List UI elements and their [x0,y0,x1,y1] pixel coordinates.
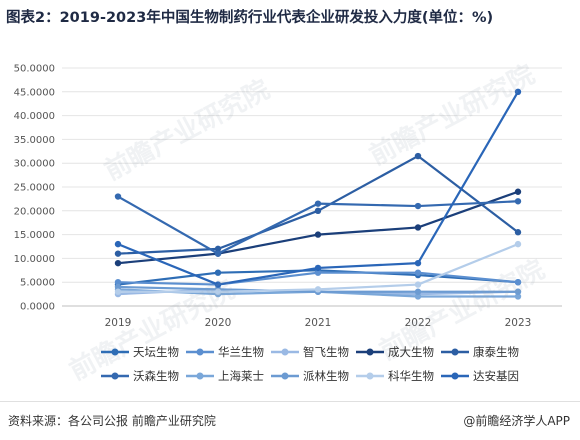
series-沃森生物 [114,193,522,257]
legend-label: 康泰生物 [473,345,519,359]
y-tick-label: 5.0000 [20,278,55,289]
legend-item: 华兰生物 [185,344,270,360]
legend-item: 科华生物 [355,368,440,384]
legend-label: 天坛生物 [133,345,179,359]
legend-item: 成大生物 [355,344,440,360]
x-tick-label: 2022 [405,317,432,329]
series-line [117,91,519,286]
legend-row: 天坛生物 华兰生物 智飞生物 成大生物 康泰生物 [100,340,530,364]
y-tick-label: 10.0000 [14,254,55,265]
legend-label: 达安基因 [473,369,519,383]
data-point [414,152,422,160]
data-point [414,259,422,267]
legend-label: 沃森生物 [133,369,179,383]
source-note: 资料来源：各公司公报 前瞻产业研究院 [8,414,216,428]
data-point [414,281,422,288]
y-tick-label: 20.0000 [14,206,55,217]
x-tick-label: 2021 [305,317,332,329]
series-康泰生物 [114,152,522,257]
y-tick-label: 50.0000 [14,64,55,75]
chart-title: 图表2：2019-2023年中国生物制药行业代表企业研发投入力度(单位：%) [6,10,494,26]
data-point [114,259,122,267]
data-point [314,269,322,276]
legend-label: 科华生物 [388,369,434,383]
y-tick-label: 45.0000 [14,87,55,98]
data-point [414,288,422,295]
data-point [114,279,122,286]
data-point [514,88,522,96]
x-tick-label: 2019 [105,317,132,329]
data-point [514,293,522,300]
data-point [514,279,522,286]
data-point [214,269,222,276]
data-point [314,286,322,293]
legend-swatch [101,348,129,356]
y-tick-label: 30.0000 [14,159,55,170]
data-point [414,224,422,231]
data-point [214,288,222,295]
data-point [414,202,422,210]
legend-label: 派林生物 [303,369,349,383]
data-point [114,288,122,295]
chart-legend: 天坛生物 华兰生物 智飞生物 成大生物 康泰生物 沃森生物 上海莱士 派林生物 科华生物 达安基… [100,340,530,388]
y-tick-label: 0.0000 [20,302,55,313]
x-tick-label: 2023 [505,317,532,329]
legend-row: 沃森生物 上海莱士 派林生物 科华生物 达安基因 [100,364,530,388]
legend-swatch [441,372,469,380]
data-point [214,250,222,257]
data-point [514,288,522,295]
data-point [314,231,322,238]
line-chart: 0.0000 5.0000 10.0000 15.0000 20.0000 25.0000… [14,64,562,329]
data-point [114,193,122,200]
legend-item: 达安基因 [440,368,525,384]
series-成大生物 [114,188,522,267]
legend-item: 上海莱士 [185,368,270,384]
data-point [114,283,122,291]
data-point [414,293,422,300]
legend-label: 上海莱士 [218,369,264,383]
legend-item: 派林生物 [270,368,355,384]
legend-swatch [186,372,214,380]
y-tick-label: 35.0000 [14,135,55,146]
series-科华生物 [114,240,522,295]
data-point [514,188,522,195]
data-point [514,198,522,205]
legend-label: 成大生物 [388,345,434,359]
data-point [514,240,522,248]
legend-swatch [356,372,384,380]
data-point [414,269,422,276]
legend-swatch [271,372,299,380]
y-tick-label: 40.0000 [14,111,55,122]
brand-credit: @前瞻经济学人APP [463,414,570,428]
data-point [314,207,322,214]
data-point [214,245,222,253]
legend-swatch [101,372,129,380]
x-tick-label: 2020 [205,317,232,329]
data-point [114,240,122,248]
legend-swatch [186,348,214,356]
series-达安基因 [114,88,522,288]
legend-swatch [356,348,384,356]
data-point [214,281,222,288]
legend-item: 沃森生物 [100,368,185,384]
data-point [114,250,122,257]
legend-swatch [271,348,299,356]
data-point [314,264,322,272]
y-tick-label: 15.0000 [14,230,55,241]
legend-item: 智飞生物 [270,344,355,360]
legend-item: 康泰生物 [440,344,525,360]
data-point [314,200,322,207]
legend-label: 华兰生物 [218,345,264,359]
legend-swatch [441,348,469,356]
legend-item: 天坛生物 [100,344,185,360]
data-point [514,229,522,236]
y-tick-label: 25.0000 [14,183,55,194]
footer: 资料来源：各公司公报 前瞻产业研究院 @前瞻经济学人APP [0,401,580,440]
legend-label: 智飞生物 [303,345,349,359]
